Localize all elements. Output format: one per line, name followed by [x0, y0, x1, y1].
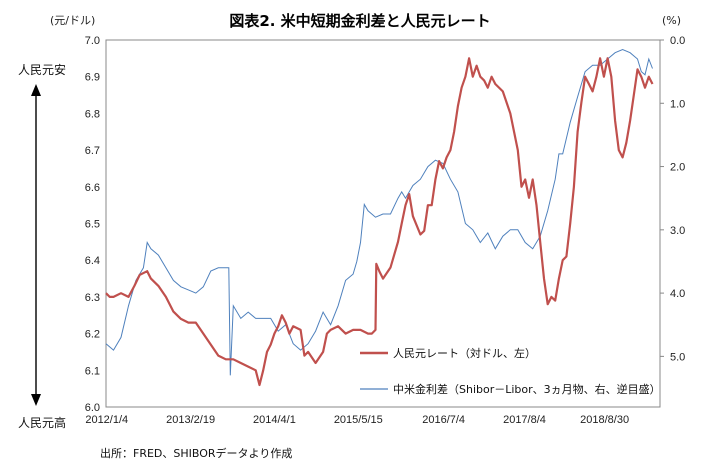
left-axis-tick-label: 6.8	[85, 108, 100, 120]
left-axis-tick-label: 6.9	[85, 72, 100, 84]
legend: 人民元レート（対ドル、左） 中米金利差（Shibor－Libor、3ヵ月物、右、…	[360, 346, 661, 396]
series-line-rmb-rate	[105, 57, 654, 387]
right-axis-ticks: 0.0 1.0 2.0 3.0 4.0 5.0	[660, 35, 685, 363]
legend-label-rate-spread: 中米金利差（Shibor－Libor、3ヵ月物、右、逆目盛）	[393, 382, 661, 396]
left-axis-tick-label: 7.0	[85, 35, 100, 47]
left-axis-tick-label: 6.4	[85, 255, 100, 267]
left-axis-unit: (元/ドル)	[50, 14, 95, 27]
series-line-rate-spread	[105, 48, 653, 376]
source-note: 出所：FRED、SHIBORデータより作成	[100, 446, 292, 460]
x-axis-tick-label: 2018/8/30	[580, 414, 629, 426]
left-axis-tick-label: 6.6	[85, 182, 100, 194]
right-axis-tick-label: 0.0	[670, 35, 685, 47]
right-axis-tick-label: 3.0	[670, 225, 685, 237]
x-axis-tick-label: 2013/2/19	[166, 414, 215, 426]
direction-arrow	[31, 84, 41, 406]
right-axis-unit: (%)	[662, 14, 681, 27]
left-axis-tick-label: 6.3	[85, 292, 100, 304]
left-axis-ticks: 7.0 6.9 6.8 6.7 6.6 6.5 6.4 6.3 6.2 6.1 6.0	[85, 35, 100, 414]
right-axis-tick-label: 4.0	[670, 288, 685, 300]
left-axis-tick-label: 6.1	[85, 365, 100, 377]
chart-title: 図表2. 米中短期金利差と人民元レート	[229, 12, 490, 30]
left-axis-tick-label: 6.5	[85, 219, 100, 231]
plot-area-frame	[105, 39, 661, 408]
right-axis-tick-label: 1.0	[670, 98, 685, 110]
x-axis-tick-label: 2017/8/4	[503, 414, 546, 426]
x-axis-tick-label: 2015/5/15	[334, 414, 383, 426]
side-label-depreciation: 人民元安	[18, 62, 66, 77]
x-axis-tick-label: 2012/1/4	[85, 414, 128, 426]
x-axis-tick-label: 2014/4/1	[253, 414, 296, 426]
x-axis-ticks: 2012/1/4 2013/2/19 2014/4/1 2015/5/15 2016/7…	[85, 414, 629, 426]
left-axis-tick-label: 6.0	[85, 402, 100, 414]
left-axis-tick-label: 6.2	[85, 329, 100, 341]
right-axis-tick-label: 5.0	[670, 351, 685, 363]
right-axis-tick-label: 2.0	[670, 162, 685, 174]
left-axis-tick-label: 6.7	[85, 145, 100, 157]
side-label-appreciation: 人民元高	[18, 415, 66, 430]
legend-label-rmb-rate: 人民元レート（対ドル、左）	[393, 346, 536, 360]
x-axis-tick-label: 2016/7/4	[422, 414, 465, 426]
